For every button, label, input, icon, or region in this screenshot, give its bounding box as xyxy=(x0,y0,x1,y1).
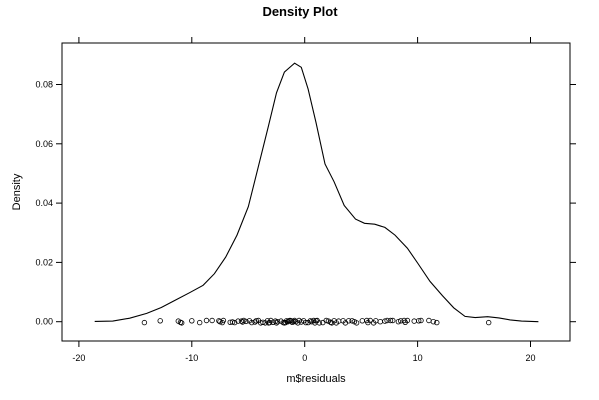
data-point xyxy=(178,320,185,326)
x-tick-label: -20 xyxy=(72,353,85,363)
data-point xyxy=(411,318,417,324)
plot-frame xyxy=(61,42,571,342)
data-point xyxy=(253,318,259,324)
y-axis-ticks: 0.00 0.02 0.04 0.06 0.08 xyxy=(35,80,576,327)
data-point xyxy=(248,319,255,326)
data-point xyxy=(418,317,424,324)
y-tick-label: 0.00 xyxy=(35,317,53,327)
residual-points xyxy=(141,317,492,326)
y-tick-label: 0.02 xyxy=(35,257,53,267)
data-point xyxy=(404,317,411,324)
data-point xyxy=(384,317,390,324)
data-point xyxy=(390,317,396,324)
data-point xyxy=(346,318,352,324)
data-point xyxy=(243,318,249,325)
data-point xyxy=(353,320,360,326)
x-tick-label: 10 xyxy=(413,353,423,363)
data-point xyxy=(274,319,281,325)
y-tick-label: 0.04 xyxy=(35,198,53,208)
data-point xyxy=(252,319,258,325)
x-tick-label: 20 xyxy=(525,353,535,363)
data-point xyxy=(426,317,432,324)
chart-title: Density Plot xyxy=(262,4,338,19)
data-point xyxy=(231,319,238,326)
data-point xyxy=(196,319,203,326)
data-point xyxy=(377,319,383,325)
data-point xyxy=(141,319,148,326)
data-point xyxy=(157,318,163,324)
y-tick-label: 0.08 xyxy=(35,80,53,90)
data-point xyxy=(273,320,280,326)
data-point xyxy=(486,319,492,326)
y-tick-label: 0.06 xyxy=(35,139,53,149)
data-point xyxy=(239,319,246,325)
data-point xyxy=(416,318,422,324)
data-point xyxy=(430,319,437,325)
x-tick-label: -10 xyxy=(185,353,198,363)
data-point xyxy=(316,320,323,326)
data-point xyxy=(359,318,365,324)
data-point xyxy=(387,317,394,324)
y-axis-label: Density xyxy=(11,173,23,210)
x-tick-label: 0 xyxy=(302,353,307,363)
data-point xyxy=(220,317,227,324)
x-axis-ticks: -20 -10 0 10 20 xyxy=(72,37,536,363)
data-point xyxy=(203,317,210,324)
data-point xyxy=(189,318,195,324)
data-point xyxy=(307,318,314,324)
data-point xyxy=(434,319,440,326)
data-point xyxy=(209,317,215,324)
data-point xyxy=(303,319,309,326)
data-point xyxy=(320,319,326,326)
data-point xyxy=(323,317,329,324)
data-point xyxy=(382,318,388,324)
data-point xyxy=(229,319,236,325)
x-axis-label: m$residuals xyxy=(286,373,346,385)
density-curve xyxy=(94,62,539,323)
data-point xyxy=(260,319,266,325)
